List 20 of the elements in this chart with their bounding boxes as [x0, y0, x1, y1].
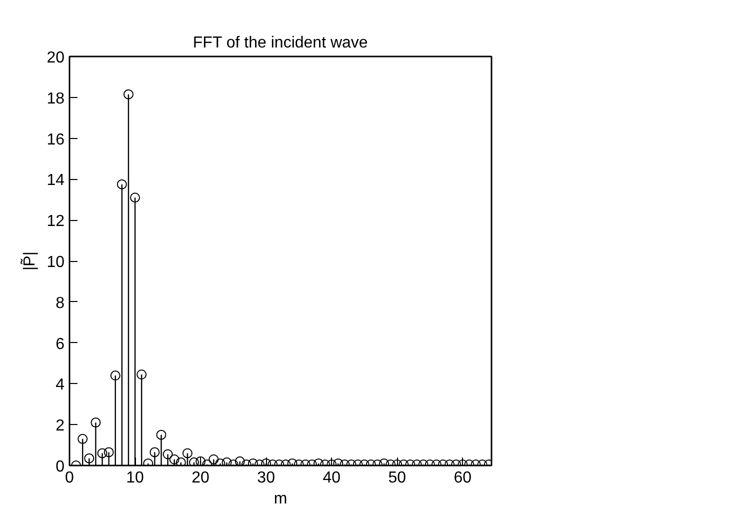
x-tick-label: 20 — [192, 470, 210, 486]
x-tick-label: 10 — [126, 470, 144, 486]
x-tick-label: 40 — [322, 470, 341, 486]
x-tick-label: 30 — [257, 470, 276, 486]
y-axis-title: |P̃| — [20, 252, 39, 270]
y-tick-label: 20 — [46, 50, 65, 66]
x-tick-label: 60 — [454, 470, 472, 486]
x-axis-title: m — [274, 490, 288, 508]
y-tick-label: 16 — [46, 131, 65, 148]
x-tick-label: 50 — [388, 470, 406, 486]
y-tick-label: 2 — [56, 418, 65, 435]
y-tick-label: 6 — [56, 336, 65, 353]
y-tick-label: 4 — [56, 376, 65, 394]
y-tick-label: 14 — [46, 172, 65, 190]
y-tick-label: 8 — [56, 294, 65, 312]
chart-title: FFT of the incident wave — [192, 34, 368, 52]
y-tick-label: 10 — [46, 254, 65, 271]
y-tick-label: 0 — [56, 458, 65, 476]
y-tick-label: 12 — [46, 213, 65, 230]
y-tick-label: 18 — [46, 90, 65, 108]
